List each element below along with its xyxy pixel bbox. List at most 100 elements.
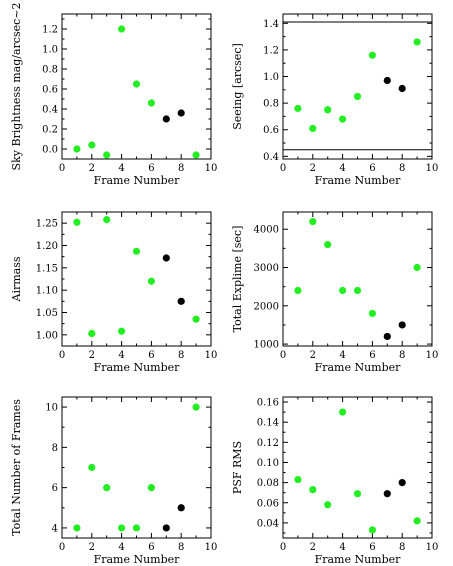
chart-6-y-tick-label: 0.14 (257, 418, 279, 429)
chart-3-x-tick-label: 4 (118, 350, 124, 361)
chart-1-x-tick-label: 0 (59, 163, 65, 174)
chart-4-point (309, 217, 317, 226)
chart-3-point (162, 254, 170, 262)
chart-6-x-tick-label: 0 (280, 542, 286, 553)
chart-2-point (368, 51, 376, 59)
chart-3-y-axis-label: Airmass (10, 256, 23, 302)
chart-6: 0 2 4 6 8 10 0.04 0.06 0.08 0.10 0.12 0.14 0.16 Frame… (231, 396, 438, 566)
chart-5-point (118, 524, 126, 532)
chart-2-x-tick-label: 6 (369, 163, 375, 174)
chart-2: 0 2 4 6 8 10 0.4 0.6 0.8 1.0 1.2 1.4 Frame Number See… (231, 13, 438, 187)
chart-3-y-tick-label: 1.15 (36, 263, 58, 274)
chart-4-x-tick-label: 2 (310, 350, 316, 361)
chart-3-frame (61, 211, 212, 347)
chart-5-y-tick-label: 6 (52, 483, 58, 494)
chart-2-y-tick-label: 0.4 (263, 152, 279, 163)
chart-6-y-tick-label: 0.06 (257, 498, 279, 509)
chart-6-point (383, 490, 391, 498)
chart-5-frame (61, 396, 212, 539)
chart-3-y-tick-label: 1.20 (36, 241, 58, 252)
chart-3-point (147, 277, 155, 285)
chart-3-x-tick-label: 2 (89, 350, 95, 361)
chart-1-y-tick-label: 1.2 (42, 25, 58, 36)
chart-1-y-tick-label: 0.8 (42, 65, 58, 76)
chart-3-x-axis-label: Frame Number (94, 361, 181, 374)
chart-4-x-tick-label: 10 (426, 350, 439, 361)
chart-6-x-tick-label: 2 (310, 542, 316, 553)
chart-5-point (192, 403, 200, 411)
chart-5-point (177, 504, 185, 512)
chart-4-frame (282, 211, 433, 347)
chart-4-x-tick-label: 6 (369, 350, 375, 361)
chart-4-point (339, 286, 347, 295)
chart-1-point (88, 141, 96, 149)
chart-3-point (132, 247, 141, 255)
chart-2-x-tick-label: 0 (280, 163, 286, 174)
chart-6-point (368, 526, 376, 534)
chart-6-x-axis-label: Frame Number (315, 553, 402, 566)
chart-5-point (73, 524, 81, 532)
chart-5: 0 2 4 6 8 10 4 6 8 10 Frame Number Total Number of … (10, 396, 217, 566)
chart-1-y-tick-label: 0.0 (42, 145, 58, 156)
chart-5-y-tick-label: 8 (52, 443, 58, 454)
chart-2-point (398, 84, 406, 93)
chart-3-point (103, 215, 111, 224)
chart-4-y-tick-label: 2000 (254, 301, 279, 312)
chart-1-point (118, 25, 126, 33)
chart-4-y-tick-label: 1000 (254, 340, 279, 351)
chart-5-point (103, 484, 111, 492)
chart-2-point (413, 38, 421, 46)
chart-5-x-tick-label: 6 (148, 542, 154, 553)
chart-5-x-tick-label: 8 (178, 542, 184, 553)
chart-3-x-tick-label: 6 (148, 350, 154, 361)
chart-6-point (353, 490, 362, 498)
chart-1-x-tick-label: 2 (89, 163, 95, 174)
chart-1: 0 2 4 6 8 10 0.0 0.2 0.4 0.6 0.8 1.0 1.2 Frame Number… (10, 3, 217, 187)
chart-3-point (192, 315, 200, 323)
chart-6-y-tick-label: 0.16 (257, 398, 279, 409)
chart-6-y-tick-label: 0.04 (257, 518, 279, 529)
chart-2-x-tick-label: 8 (399, 163, 405, 174)
chart-6-y-axis-label: PSF RMS (231, 441, 244, 494)
chart-6-y-tick-label: 0.08 (257, 478, 279, 489)
chart-3: 0 2 4 6 8 10 1.00 1.05 1.10 1.15 1.20 1.25 Frame Num… (10, 211, 217, 374)
chart-4-point (324, 240, 332, 249)
chart-6-y-tick-label: 0.12 (257, 438, 279, 449)
chart-4-x-tick-label: 8 (399, 350, 405, 361)
chart-1-point (177, 109, 185, 117)
chart-6-point (339, 408, 347, 416)
chart-1-x-tick-label: 10 (205, 163, 218, 174)
chart-2-point (353, 92, 362, 101)
chart-1-y-tick-label: 0.2 (42, 125, 58, 136)
chart-6-point (294, 475, 302, 484)
chart-5-y-tick-label: 4 (52, 523, 58, 534)
chart-1-x-axis-label: Frame Number (94, 174, 181, 187)
chart-5-point (147, 484, 155, 492)
chart-1-y-tick-label: 0.6 (42, 85, 58, 96)
chart-2-point (309, 124, 317, 133)
chart-1-point (192, 151, 200, 159)
chart-6-point (324, 501, 332, 509)
chart-2-frame (282, 13, 433, 160)
chart-3-y-tick-label: 1.10 (36, 286, 58, 297)
chart-3-point (118, 327, 126, 335)
chart-3-y-tick-label: 1.25 (36, 219, 58, 230)
chart-3-y-tick-label: 1.00 (36, 330, 58, 341)
chart-4-point (353, 286, 362, 295)
chart-3-point (88, 329, 96, 338)
chart-5-point (162, 524, 170, 532)
chart-5-x-tick-label: 0 (59, 542, 65, 553)
chart-4-y-tick-label: 4000 (254, 225, 279, 236)
chart-3-x-tick-label: 0 (59, 350, 65, 361)
chart-3-point (177, 297, 185, 305)
chart-4-point (383, 332, 391, 341)
chart-6-x-tick-label: 8 (399, 542, 405, 553)
chart-5-x-tick-label: 4 (118, 542, 124, 553)
chart-1-point (73, 145, 81, 153)
chart-1-point (162, 115, 170, 123)
chart-6-frame (282, 396, 433, 539)
chart-1-x-tick-label: 4 (118, 163, 124, 174)
chart-4-y-tick-label: 3000 (254, 263, 279, 274)
chart-3-y-tick-label: 1.05 (36, 308, 58, 319)
